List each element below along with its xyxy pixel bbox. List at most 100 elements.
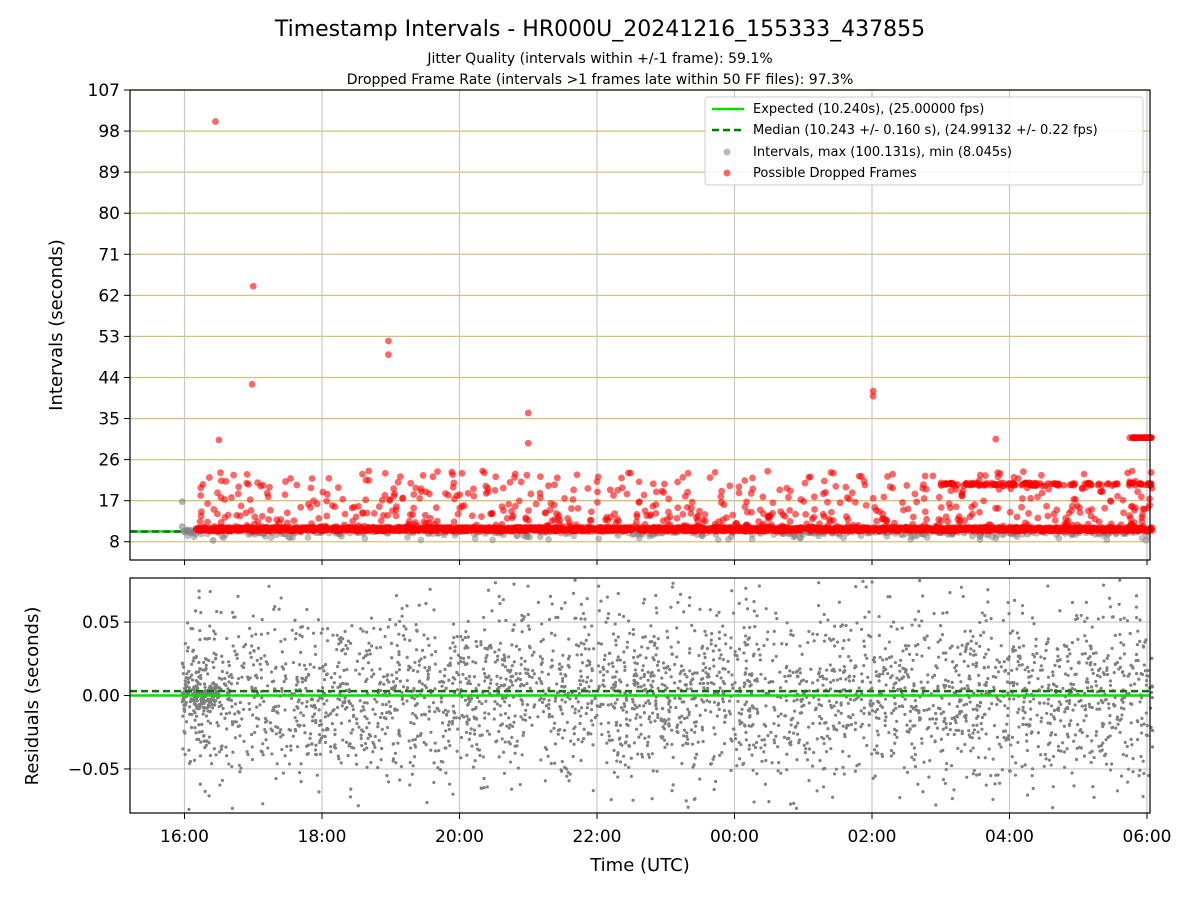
dropped-frame-point — [698, 524, 706, 532]
residual-point — [893, 660, 897, 665]
dropped-frame-point — [841, 527, 849, 534]
residual-point — [1069, 666, 1073, 671]
residual-point — [464, 676, 468, 681]
residual-point — [493, 650, 497, 654]
dropped-frame-point — [511, 524, 519, 531]
residual-point — [870, 709, 874, 713]
residual-point — [929, 734, 933, 738]
dropped-frame-point — [1018, 503, 1026, 511]
dropped-frame-point — [1072, 495, 1079, 503]
residual-point — [631, 632, 636, 637]
dropped-frame-point — [992, 504, 1000, 512]
residual-point — [703, 655, 707, 660]
residual-point — [960, 643, 964, 647]
dropped-frame-point — [334, 484, 342, 491]
dropped-frame-point — [217, 494, 225, 501]
residual-point — [313, 644, 317, 648]
residual-point — [865, 743, 869, 748]
dropped-frame-point — [348, 504, 356, 512]
residual-point — [471, 660, 475, 664]
residual-point — [785, 768, 789, 772]
residual-point — [715, 714, 719, 718]
residual-point — [730, 683, 734, 687]
residual-point — [401, 633, 406, 638]
residual-point — [194, 609, 198, 613]
residual-point — [187, 748, 191, 752]
residual-point — [826, 727, 830, 731]
residual-point — [295, 719, 299, 723]
residual-point — [508, 723, 512, 727]
dropped-frame-point — [824, 521, 832, 529]
dropped-frame-point — [458, 469, 466, 477]
residual-point — [1006, 714, 1010, 718]
residual-point — [663, 683, 667, 688]
residual-point — [185, 672, 189, 676]
residual-point — [693, 730, 697, 734]
dropped-frame-point — [532, 500, 540, 508]
dropped-frame-point — [468, 512, 476, 520]
dropped-frame-point — [929, 472, 937, 480]
residual-point — [1123, 740, 1127, 745]
residual-point — [301, 713, 306, 718]
dropped-frame-point — [587, 508, 595, 516]
dropped-frame-point — [432, 504, 440, 512]
dropped-frame-point — [715, 518, 723, 526]
residual-point — [1135, 738, 1140, 742]
residual-point — [669, 605, 673, 609]
residual-point — [317, 708, 321, 712]
dropped-frame-point — [718, 487, 726, 495]
residual-point — [508, 760, 513, 764]
dropped-frame-point — [410, 491, 418, 498]
residual-point — [361, 656, 366, 660]
dropped-frame-point — [332, 523, 340, 531]
dropped-frame-point — [661, 480, 668, 488]
residual-point — [504, 618, 508, 623]
dropped-frame-point — [378, 496, 386, 504]
residual-point — [1065, 732, 1070, 736]
residual-point — [1021, 708, 1025, 713]
dropped-frame-point — [525, 507, 532, 515]
residual-point — [270, 752, 274, 756]
residual-point — [1010, 735, 1015, 739]
residual-point — [263, 727, 267, 732]
residual-point — [1108, 714, 1112, 718]
dropped-frame-point — [1005, 480, 1013, 488]
residual-point — [841, 724, 845, 728]
residual-point — [1049, 688, 1054, 692]
dropped-frame-point — [570, 486, 578, 494]
dropped-frame-point — [611, 526, 618, 534]
residual-point — [752, 706, 756, 710]
dropped-frame-point — [665, 508, 672, 516]
dropped-frame-point — [511, 502, 519, 510]
residual-point — [300, 680, 305, 684]
residual-point — [847, 754, 851, 758]
intervals-y-tick-label: 80 — [98, 204, 120, 224]
dropped-frame-point — [992, 435, 1000, 443]
dropped-frame-point — [1043, 502, 1050, 510]
chart-title: Timestamp Intervals - HR000U_20241216_15… — [274, 17, 925, 42]
dropped-frame-point — [635, 478, 643, 486]
residual-point — [763, 782, 767, 786]
residual-point — [670, 789, 674, 793]
dropped-frame-point — [658, 487, 666, 495]
residual-point — [902, 766, 906, 770]
interval-point — [304, 534, 312, 541]
residual-point — [627, 765, 631, 769]
residual-point — [383, 732, 388, 736]
residual-point — [764, 758, 768, 763]
dropped-frame-point — [365, 477, 373, 484]
dropped-frame-point — [450, 479, 458, 487]
dropped-frame-point — [976, 524, 983, 532]
residual-point — [877, 679, 881, 683]
residual-point — [744, 586, 748, 590]
dropped-frame-point — [311, 524, 319, 532]
dropped-frame-point — [319, 488, 327, 496]
residual-point — [1068, 652, 1072, 656]
dropped-frame-point — [515, 497, 523, 505]
residual-point — [333, 671, 337, 676]
dropped-frame-point — [633, 510, 641, 518]
residual-point — [528, 715, 532, 720]
residual-point — [430, 653, 434, 657]
dropped-frame-point — [307, 504, 314, 511]
residual-point — [298, 663, 302, 667]
